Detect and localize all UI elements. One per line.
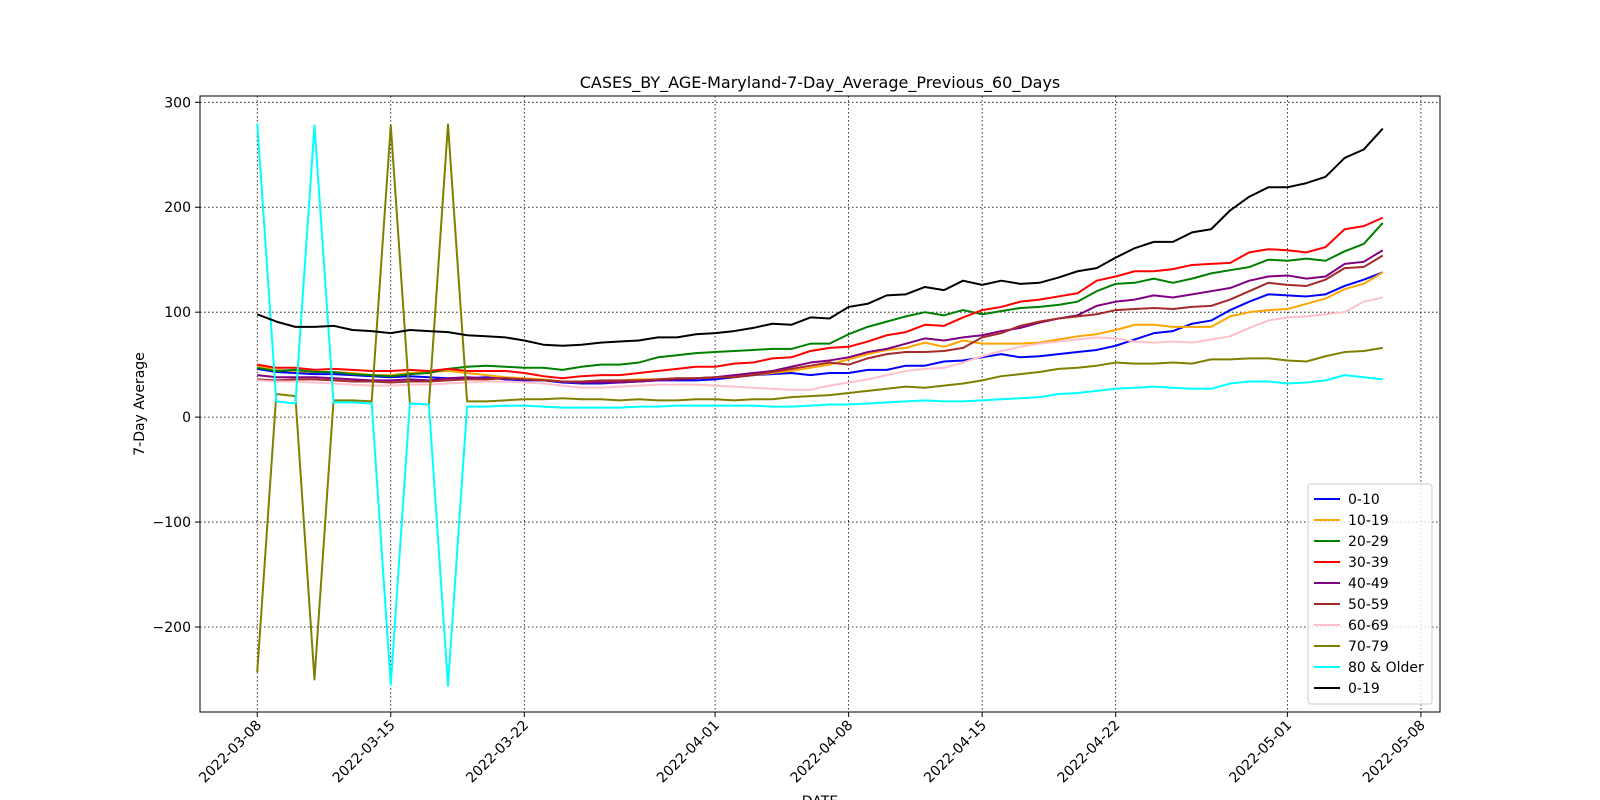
series-line xyxy=(257,271,1384,384)
legend-label: 60-69 xyxy=(1348,618,1389,634)
y-tick-label: −100 xyxy=(153,515,191,531)
x-axis-label: DATE xyxy=(802,794,838,800)
y-axis-label: 7-Day Average xyxy=(132,352,148,456)
series-line xyxy=(257,216,1384,380)
legend-label: 20-29 xyxy=(1348,534,1389,550)
y-tick-label: 300 xyxy=(164,95,191,111)
legend-label: 0-10 xyxy=(1348,492,1380,508)
legend-label: 40-49 xyxy=(1348,576,1389,592)
y-tick-label: −200 xyxy=(153,620,191,636)
chart-title: CASES_BY_AGE-Maryland-7-Day_Average_Prev… xyxy=(580,73,1061,93)
plot-frame xyxy=(199,95,1441,713)
series-line xyxy=(256,123,1383,681)
y-tick-label: 100 xyxy=(164,305,191,321)
series-line xyxy=(256,123,1383,687)
series-line xyxy=(257,249,1384,384)
legend-label: 50-59 xyxy=(1348,597,1389,613)
series-line xyxy=(256,127,1384,347)
legend-label: 70-79 xyxy=(1348,639,1389,655)
legend-label: 10-19 xyxy=(1348,513,1389,529)
y-tick-label: 0 xyxy=(182,410,191,426)
legend-label: 80 & Older xyxy=(1348,660,1424,676)
series-line xyxy=(257,254,1384,384)
legend-box xyxy=(1307,483,1433,705)
series-line xyxy=(257,296,1383,391)
legend-label: 30-39 xyxy=(1348,555,1389,571)
legend: 0-10 10-19 20-29 30-39 40-49 50-59 60-69 70-79 8… xyxy=(1307,483,1433,705)
legend-label: 0-19 xyxy=(1348,681,1380,697)
y-tick-label: 200 xyxy=(164,200,191,216)
